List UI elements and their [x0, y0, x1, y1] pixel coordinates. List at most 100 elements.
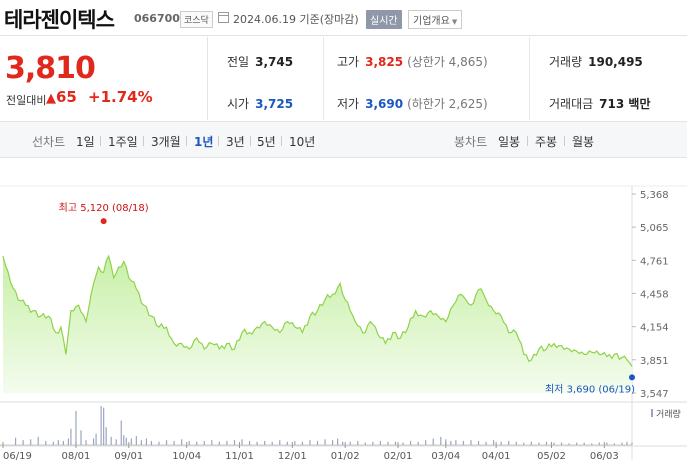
volume-bar	[264, 440, 266, 445]
up-triangle-icon: ▲	[46, 91, 56, 106]
stat-volume-value: 190,495	[588, 55, 643, 69]
volume-bar	[294, 440, 296, 445]
price-change-value: 65	[56, 88, 77, 106]
volume-bar	[67, 438, 70, 445]
stat-low-label: 저가	[337, 97, 360, 111]
volume-bar	[271, 441, 273, 445]
period-3m[interactable]: 3개월	[151, 135, 181, 149]
price-stats: 전일 3,745 고가 3,825 (상한가 4,865) 거래량 190,495 시가…	[209, 37, 687, 120]
period-divider	[250, 136, 251, 146]
volume-bar	[621, 442, 623, 445]
volume-bar	[130, 438, 132, 445]
volume-bar	[75, 410, 77, 445]
period-divider	[564, 136, 565, 146]
volume-bar	[286, 441, 288, 445]
volume-bar	[181, 439, 183, 445]
volume-bar	[37, 436, 39, 445]
volume-bar	[301, 441, 304, 445]
volume-bar	[342, 441, 344, 445]
candle-weekly[interactable]: 주봉	[535, 135, 558, 149]
volume-bar	[14, 437, 17, 445]
period-3y[interactable]: 3년	[226, 135, 245, 149]
stat-volume-label: 거래량	[549, 55, 583, 69]
stat-open: 시가 3,725	[227, 95, 293, 112]
company-info-label: 기업개요	[413, 16, 450, 27]
period-10y[interactable]: 10년	[289, 135, 316, 149]
company-name: 테라젠이텍스	[4, 8, 115, 32]
volume-bar	[402, 442, 404, 445]
volume-bar	[324, 439, 326, 445]
y-tick-label: 5,065	[640, 223, 669, 234]
y-tick-label: 4,761	[640, 256, 669, 267]
volume-bar	[568, 443, 570, 445]
volume-bar	[425, 440, 427, 445]
y-tick-label: 3,547	[640, 389, 669, 400]
volume-bar	[22, 440, 24, 445]
stat-low-value: 3,690	[365, 97, 404, 111]
price-change: ▲65	[46, 88, 77, 106]
stat-open-label: 시가	[227, 97, 250, 111]
volume-bar	[576, 442, 578, 445]
volume-bar	[417, 441, 419, 445]
volume-bar	[606, 442, 608, 445]
realtime-button[interactable]: 실시간	[366, 10, 402, 29]
volume-bar	[125, 437, 127, 445]
candle-monthly[interactable]: 월봉	[572, 135, 595, 149]
volume-bar	[105, 427, 107, 445]
volume-bar	[70, 428, 72, 445]
volume-bar	[150, 440, 153, 445]
volume-bar	[316, 440, 319, 445]
period-1y[interactable]: 1년	[194, 135, 214, 149]
candle-daily[interactable]: 일봉	[498, 135, 521, 149]
volume-bar	[188, 440, 190, 445]
calendar-icon	[218, 12, 229, 23]
volume-bar	[57, 440, 59, 445]
volume-bar	[583, 442, 585, 445]
company-info-dropdown[interactable]: 기업개요 ▼	[408, 10, 463, 29]
period-divider	[218, 136, 219, 146]
volume-bar	[379, 440, 381, 445]
volume-bar	[394, 441, 397, 445]
volume-bar	[233, 440, 236, 445]
volume-bar	[337, 438, 339, 445]
x-tick-label: 06/03	[590, 451, 619, 462]
volume-bar	[626, 441, 628, 445]
stat-high: 고가 3,825 (상한가 4,865)	[337, 53, 488, 70]
volume-bar	[530, 441, 532, 445]
period-divider	[100, 136, 101, 146]
max-annotation: 최고 5,120 (08/18)	[59, 202, 149, 214]
volume-bar	[485, 441, 487, 445]
y-tick-label: 3,851	[640, 356, 669, 367]
volume-bar	[631, 442, 633, 445]
volume-bar	[165, 440, 168, 445]
volume-legend-swatch	[651, 409, 653, 417]
volume-bar	[248, 440, 251, 445]
price-change-pct: +1.74%	[88, 88, 153, 106]
volume-bar	[92, 438, 95, 445]
volume-bar	[477, 440, 480, 445]
price-line	[2, 254, 633, 367]
volume-bar	[226, 440, 228, 445]
max-point-marker	[100, 218, 107, 225]
period-5y[interactable]: 5년	[257, 135, 276, 149]
volume-bar	[123, 435, 125, 445]
price-area	[3, 256, 632, 393]
period-1d[interactable]: 1일	[76, 135, 95, 149]
prev-compare-label: 전일대비	[6, 94, 47, 107]
volume-bar	[279, 440, 281, 445]
volume-bar	[372, 441, 374, 445]
volume-bar	[62, 440, 64, 445]
candle-chart-label: 봉차트	[454, 135, 488, 149]
volume-bar	[387, 441, 389, 445]
x-tick-label: 09/01	[114, 451, 143, 462]
x-tick-label: 08/01	[62, 451, 91, 462]
volume-bar	[349, 441, 351, 445]
stat-amount-label: 거래대금	[549, 97, 594, 111]
period-1w[interactable]: 1주일	[108, 135, 138, 149]
volume-bar	[538, 442, 540, 445]
x-tick-label: 11/01	[225, 451, 254, 462]
volume-bar	[211, 440, 213, 445]
volume-bar	[145, 438, 148, 445]
stat-high-value: 3,825	[365, 55, 404, 69]
volume-bar	[135, 436, 137, 445]
